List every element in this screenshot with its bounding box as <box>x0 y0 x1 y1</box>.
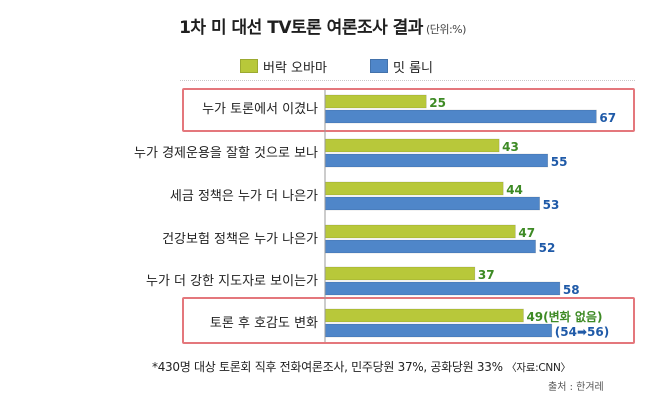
legend-item-romney: 밋 롬니 <box>370 57 433 76</box>
bar-romney <box>324 281 561 296</box>
data-label-obama: 47 <box>518 226 535 240</box>
data-label-obama: 43 <box>502 140 519 154</box>
data-label-obama: 25 <box>429 96 446 110</box>
bar-obama <box>324 224 516 239</box>
highlight-box-debate-winner <box>182 88 635 132</box>
legend-swatch-obama <box>240 59 258 73</box>
category-label: 건강보험 정책은 누가 나은가 <box>162 232 318 247</box>
bar-romney <box>324 239 536 254</box>
category-label: 세금 정책은 누가 더 나은가 <box>170 189 318 204</box>
footnote-source: 〈자료:CNN〉 <box>506 362 571 374</box>
bar-obama <box>324 181 504 196</box>
bar-obama <box>324 308 524 323</box>
bar-romney <box>324 323 553 338</box>
bar-romney <box>324 196 540 211</box>
highlight-box-favorability <box>182 297 635 344</box>
legend-swatch-romney <box>370 59 388 73</box>
footnote-text: *430명 대상 토론회 직후 전화여론조사, 민주당원 37%, 공화당원 3… <box>152 360 503 374</box>
legend-item-obama: 버락 오바마 <box>240 57 327 76</box>
data-label-obama: 37 <box>478 268 495 282</box>
bar-obama <box>324 266 476 281</box>
category-label: 토론 후 호감도 변화 <box>210 316 318 331</box>
legend-label-romney: 밋 롬니 <box>393 61 434 76</box>
data-label-romney: (54➡56) <box>555 325 609 339</box>
category-label: 누가 더 강한 지도자로 보이는가 <box>146 274 318 289</box>
data-label-romney: 67 <box>599 111 616 125</box>
data-label-romney: 58 <box>563 283 580 297</box>
bar-obama <box>324 94 427 109</box>
data-label-obama: 44 <box>506 183 523 197</box>
unit-label: (단위:%) <box>425 23 466 36</box>
divider <box>180 80 635 81</box>
footnote: *430명 대상 토론회 직후 전화여론조사, 민주당원 37%, 공화당원 3… <box>152 358 571 375</box>
source-credit: 출처 : 한겨레 <box>548 382 604 393</box>
data-label-obama: 49(변화 없음) <box>526 309 602 324</box>
bar-romney <box>324 153 549 168</box>
chart-title-text: 1차 미 대선 TV토론 여론조사 결과 <box>179 18 423 38</box>
legend-label-obama: 버락 오바마 <box>263 61 327 76</box>
bar-romney <box>324 109 597 124</box>
data-label-romney: 55 <box>551 155 568 169</box>
data-label-romney: 52 <box>539 241 556 255</box>
category-label: 누가 경제운용을 잘할 것으로 보나 <box>134 146 318 161</box>
category-label: 누가 토론에서 이겼나 <box>202 102 318 117</box>
chart-title: 1차 미 대선 TV토론 여론조사 결과 (단위:%) <box>0 13 645 38</box>
bar-obama <box>324 138 500 153</box>
data-label-romney: 53 <box>543 198 560 212</box>
